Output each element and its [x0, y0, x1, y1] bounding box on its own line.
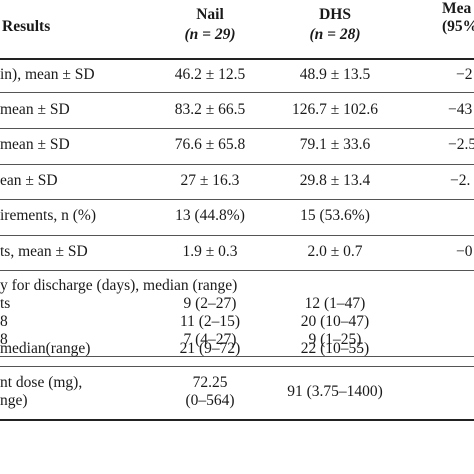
row-divider: [0, 235, 474, 236]
header-mean-ci: (95%: [442, 18, 474, 35]
discharge-dhs-value: 12 (1–47): [304, 295, 366, 312]
discharge-nail-value: 11 (2–15): [179, 313, 241, 330]
row-nail-value: 27 ± 16.3: [180, 172, 240, 189]
header-nail: Nail: [196, 6, 224, 23]
median-dhs-value: 22 (10–55): [300, 340, 370, 357]
dose-dhs-value: 91 (3.75–1400): [287, 383, 383, 400]
row-dhs-value: 79.1 ± 33.6: [299, 136, 371, 153]
row-mean-value: −2.: [450, 172, 471, 189]
row-nail-value: 83.2 ± 66.5: [174, 101, 246, 118]
table-bottom-rule: [0, 419, 474, 421]
discharge-dhs-value: 20 (10–47): [300, 313, 370, 330]
row-dhs-value: 29.8 ± 13.4: [299, 172, 371, 189]
discharge-line-label: ts: [0, 295, 11, 312]
dose-nail-value-line2: (0–564): [185, 392, 235, 409]
row-divider: [0, 366, 474, 367]
row-dhs-value: 2.0 ± 0.7: [307, 243, 363, 260]
row-dhs-value: 15 (53.6%): [300, 207, 370, 224]
discharge-nail-value: 9 (2–27): [183, 295, 237, 312]
row-label: mean ± SD: [0, 101, 70, 118]
median-nail-value: 21 (9–72): [179, 340, 241, 357]
header-dhs-n: (n = 28): [309, 26, 361, 43]
discharge-line-label: 8: [0, 313, 8, 330]
row-label: in), mean ± SD: [0, 66, 95, 83]
dose-label-line2: nge): [0, 392, 28, 409]
row-divider: [0, 128, 474, 129]
header-results: Results: [2, 18, 51, 35]
row-nail-value: 76.6 ± 65.8: [174, 136, 246, 153]
row-label: ean ± SD: [0, 172, 58, 189]
row-nail-value: 13 (44.8%): [175, 207, 245, 224]
row-divider: [0, 92, 474, 93]
row-nail-value: 1.9 ± 0.3: [182, 243, 238, 260]
row-label: irements, n (%): [0, 207, 96, 224]
row-mean-value: −0: [456, 243, 473, 260]
row-nail-value: 46.2 ± 12.5: [174, 66, 246, 83]
dose-nail-value-line1: 72.25: [192, 374, 228, 391]
row-dhs-value: 48.9 ± 13.5: [299, 66, 371, 83]
row-divider: [0, 356, 474, 357]
row-label: mean ± SD: [0, 136, 70, 153]
row-divider: [0, 164, 474, 165]
row-label: ts, mean ± SD: [0, 243, 88, 260]
header-mean-difference: Mea: [442, 0, 472, 17]
row-divider: [0, 199, 474, 200]
row-mean-value: −2.5: [448, 136, 474, 153]
row-mean-value: −43: [448, 101, 473, 118]
dose-label-line1: nt dose (mg),: [0, 374, 83, 391]
row-dhs-value: 126.7 ± 102.6: [291, 101, 378, 118]
median-label: median(range): [0, 340, 91, 357]
discharge-dhs-value: 9 (1–25): [308, 331, 362, 348]
discharge-title: y for discharge (days), median (range): [0, 277, 238, 294]
row-divider: [0, 270, 474, 271]
row-mean-value: −2: [456, 66, 473, 83]
discharge-line-label: 8: [0, 331, 8, 348]
discharge-nail-value: 7 (4–27): [183, 331, 237, 348]
header-dhs: DHS: [319, 6, 351, 23]
header-rule: [0, 58, 474, 60]
header-nail-n: (n = 29): [184, 26, 236, 43]
